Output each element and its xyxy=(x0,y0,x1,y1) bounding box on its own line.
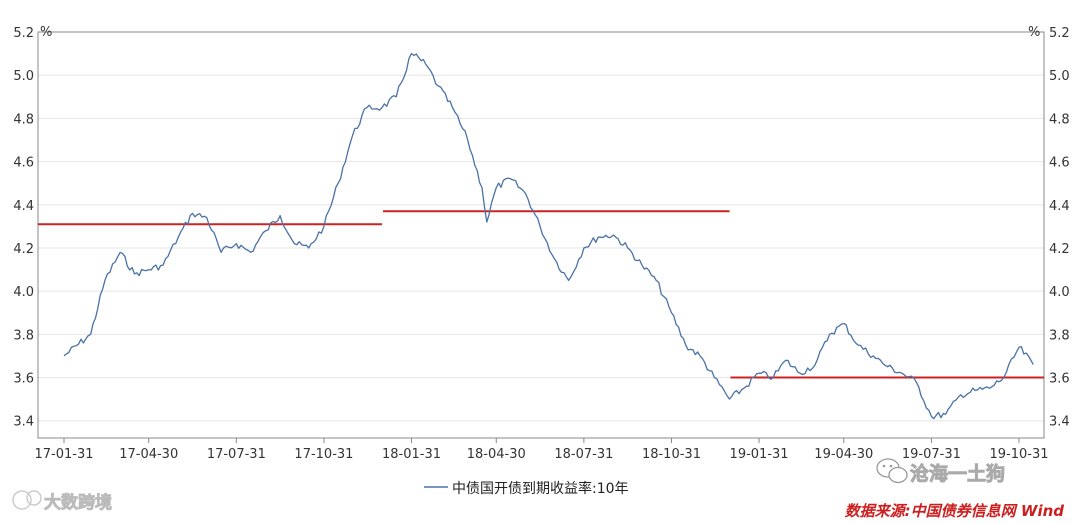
x-tick-label: 18-04-30 xyxy=(467,447,526,462)
y-tick-label-left: 4.2 xyxy=(13,242,34,257)
grid-lines xyxy=(38,31,1044,422)
y-tick-label-right: 4.4 xyxy=(1049,199,1070,214)
y-tick-label-left: 4.8 xyxy=(13,112,34,127)
y-tick-label-left: 4.6 xyxy=(13,156,34,171)
watermark-right-text: 沧海一土狗 xyxy=(910,462,1005,485)
x-tick-label: 19-01-31 xyxy=(730,447,789,462)
y-tick-label-right: 3.6 xyxy=(1049,372,1070,387)
x-tick-label: 17-07-31 xyxy=(207,447,266,462)
x-axis: 17-01-31 17-04-30 17-07-31 17-10-31 18-01-31… xyxy=(34,438,1049,462)
plot-frame xyxy=(37,31,1045,439)
y-tick-label-right: 4.6 xyxy=(1049,156,1070,171)
wechat-icon xyxy=(876,458,908,484)
watermark-left: 大数跨境 xyxy=(12,490,112,513)
y-tick-label-right: 4.0 xyxy=(1049,285,1070,300)
x-tick-label: 19-07-31 xyxy=(902,447,961,462)
y-tick-label-right: 3.4 xyxy=(1049,415,1070,430)
brand-logo-icon xyxy=(12,490,42,510)
x-tick-label: 19-04-30 xyxy=(814,447,873,462)
y-tick-label-right: 4.8 xyxy=(1049,112,1070,127)
series-layer xyxy=(63,52,1034,420)
x-tick-label: 18-10-31 xyxy=(642,447,701,462)
y-tick-label-right: 3.8 xyxy=(1049,328,1070,343)
x-tick-label: 18-07-31 xyxy=(554,447,613,462)
y-tick-label-left: 3.8 xyxy=(13,328,34,343)
legend: 中债国开债到期收益率:10年 xyxy=(424,480,629,497)
y-tick-label-left: 3.4 xyxy=(13,415,34,430)
x-tick-label: 17-01-31 xyxy=(34,447,93,462)
legend-label: 中债国开债到期收益率:10年 xyxy=(452,480,629,497)
y-tick-label-left: 5.0 xyxy=(13,69,34,84)
y-tick-label-left: 4.4 xyxy=(13,199,34,214)
x-tick-label: 18-01-31 xyxy=(382,447,441,462)
watermark-left-text: 大数跨境 xyxy=(44,492,112,513)
y-tick-label-left: 5.2 xyxy=(13,26,34,41)
reference-lines xyxy=(38,210,1044,379)
x-tick-label: 19-10-31 xyxy=(989,447,1048,462)
y-tick-label-left: 4.0 xyxy=(13,285,34,300)
watermark-right: 沧海一土狗 xyxy=(876,458,1005,485)
y-axis-left: 3.4 3.6 3.8 4.0 4.2 4.4 4.6 4.8 5.0 5.2 xyxy=(13,26,34,430)
y-tick-label-left: 3.6 xyxy=(13,372,34,387)
y-unit-left: % xyxy=(40,25,52,40)
x-tick-label: 17-10-31 xyxy=(294,447,353,462)
y-unit-right: % xyxy=(1028,25,1040,40)
y-tick-label-right: 5.0 xyxy=(1049,69,1070,84)
y-tick-label-right: 4.2 xyxy=(1049,242,1070,257)
y-tick-label-right: 5.2 xyxy=(1049,26,1070,41)
series-line-cdb-10y-yield xyxy=(63,52,1034,420)
y-axis-right: 3.4 3.6 3.8 4.0 4.2 4.4 4.6 4.8 5.0 5.2 xyxy=(1049,26,1070,430)
x-tick-label: 17-04-30 xyxy=(119,447,178,462)
source-note: 数据来源:中国债券信息网 Wind xyxy=(845,502,1065,520)
